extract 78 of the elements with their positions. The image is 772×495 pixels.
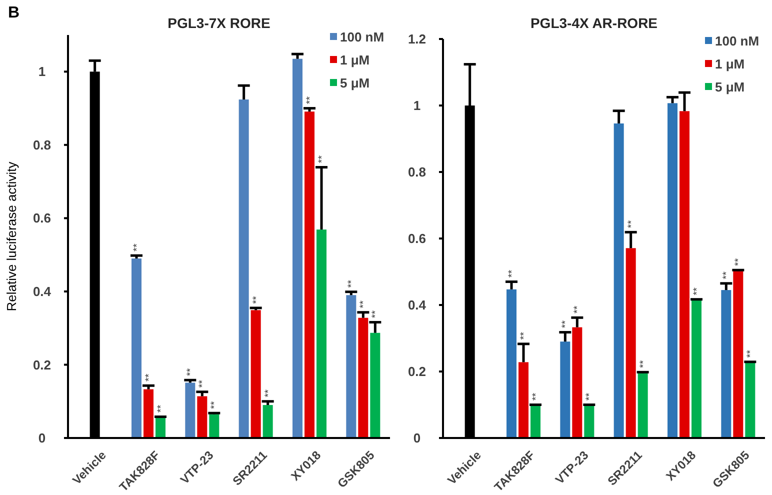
annotation: ** <box>144 374 155 382</box>
chart-title: PGL3-4X AR-RORE <box>530 15 658 31</box>
annotation: ** <box>584 392 596 401</box>
annotation: ** <box>722 271 733 280</box>
bar <box>250 310 261 438</box>
annotation: ** <box>638 360 650 368</box>
bar <box>614 123 624 438</box>
bar <box>185 382 196 438</box>
legend-label: 1 μM <box>340 52 370 68</box>
annotation: ** <box>560 320 572 328</box>
annotation: ** <box>251 296 262 304</box>
annotation: ** <box>531 392 542 401</box>
annotation: ** <box>132 244 143 252</box>
legend-label: 5 μM <box>340 76 370 91</box>
bar <box>262 405 273 438</box>
bar <box>745 362 756 438</box>
bar <box>132 258 142 438</box>
y-tick-label: 0 <box>413 430 421 446</box>
annotation: ** <box>734 258 745 266</box>
y-tick-label: 0 <box>38 430 46 446</box>
y-tick-label: 1 <box>38 64 46 80</box>
bar <box>530 406 540 438</box>
bar <box>358 318 368 438</box>
annotation: ** <box>346 280 358 288</box>
annotation: ** <box>746 350 757 358</box>
legend-label: 100 nM <box>715 34 760 49</box>
annotation: ** <box>305 96 316 104</box>
annotation: ** <box>692 287 703 296</box>
y-tick-label: 1 <box>413 98 421 114</box>
annotation: ** <box>572 306 584 314</box>
bar <box>316 230 326 438</box>
y-tick-label: 0.2 <box>408 364 426 380</box>
annotation: ** <box>626 220 638 228</box>
bar <box>560 342 570 438</box>
bar <box>721 290 732 438</box>
bar <box>668 103 678 438</box>
legend-label: 5 μM <box>715 80 745 95</box>
bar <box>572 327 582 438</box>
bar <box>638 373 648 438</box>
bar <box>584 406 594 438</box>
annotation: ** <box>519 332 530 340</box>
y-tick-label: 0.6 <box>408 231 426 246</box>
bar <box>518 362 528 438</box>
bar <box>292 58 302 438</box>
text: B <box>8 4 20 22</box>
y-axis-title: Relative luciferase activity <box>4 161 19 312</box>
y-tick-label: 1.2 <box>408 32 426 47</box>
annotation: ** <box>370 310 382 318</box>
bar <box>209 414 220 438</box>
bar <box>238 99 249 438</box>
bar <box>304 112 314 438</box>
bar <box>370 332 380 438</box>
bar <box>626 248 636 438</box>
bar <box>733 271 744 438</box>
bar <box>156 418 166 438</box>
bar <box>144 389 154 438</box>
annotation: ** <box>186 368 197 376</box>
annotation: ** <box>210 401 221 409</box>
y-tick-label: 0.6 <box>32 210 52 226</box>
y-tick-label: 0.8 <box>408 164 426 180</box>
bar <box>506 289 516 438</box>
legend-label: 100 nM <box>340 30 384 45</box>
chart-title: PGL3-7X RORE <box>168 15 270 31</box>
bar <box>680 111 690 438</box>
bar <box>346 295 356 438</box>
annotation: ** <box>507 270 518 278</box>
annotation: ** <box>198 380 209 388</box>
bar <box>197 396 208 438</box>
y-tick-label: 0.4 <box>32 284 52 300</box>
y-tick-label: 0.8 <box>32 137 52 152</box>
annotation: ** <box>156 404 167 413</box>
bar <box>692 300 702 438</box>
annotation: ** <box>263 389 274 398</box>
annotation: ** <box>317 155 328 164</box>
y-tick-label: 0.4 <box>408 298 427 313</box>
annotation: ** <box>358 300 370 308</box>
y-tick-label: 0.2 <box>32 357 52 372</box>
legend-label: 1 μM <box>715 56 745 72</box>
